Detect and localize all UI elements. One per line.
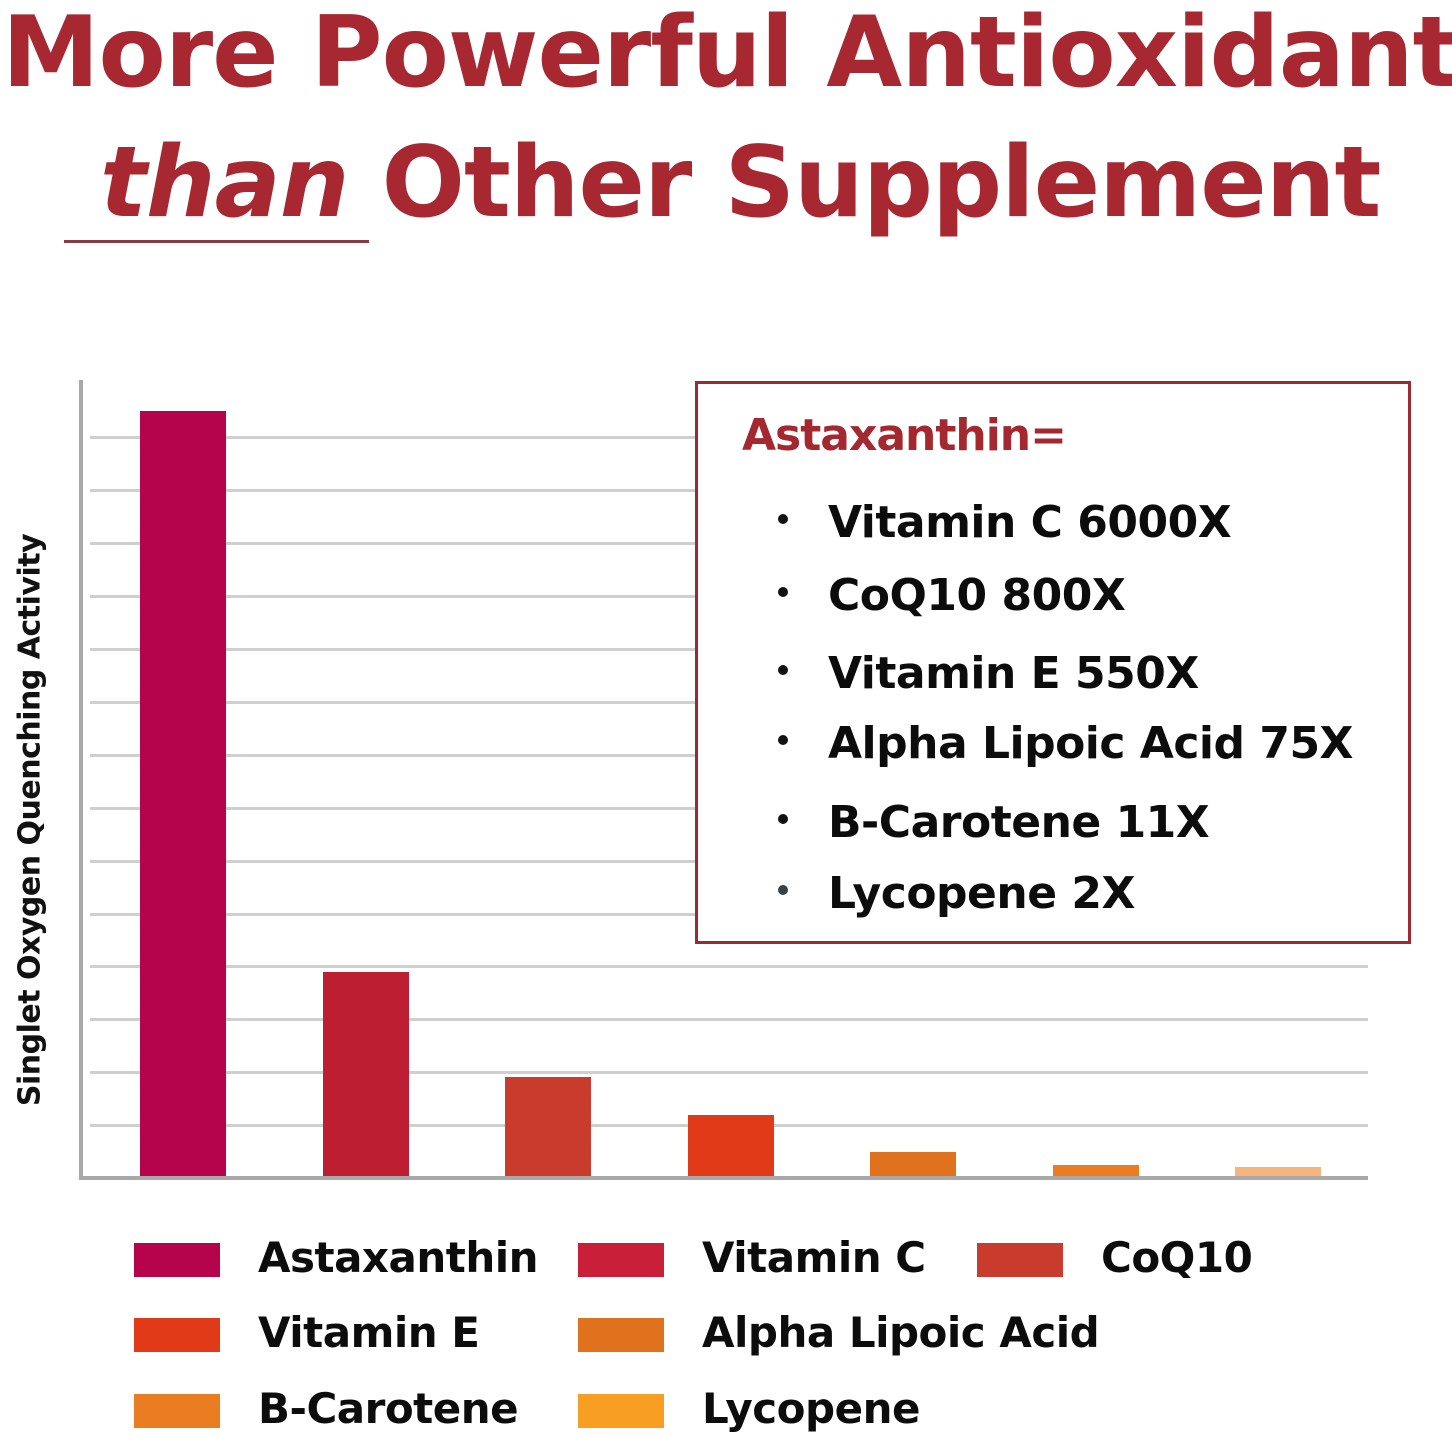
legend-label: Lycopene	[702, 1384, 920, 1433]
page-title-line-2: than Other Supplement	[100, 126, 1452, 240]
comparison-box: Astaxanthin= Vitamin C 6000X CoQ10 800X …	[695, 381, 1411, 944]
bullet-icon	[778, 665, 788, 675]
bar-b-carotene	[1052, 1164, 1139, 1178]
y-axis	[79, 380, 83, 1180]
legend-swatch	[134, 1243, 220, 1277]
bullet-icon	[778, 587, 788, 597]
bullet-icon	[778, 514, 788, 524]
bullet-icon	[778, 885, 788, 895]
bullet-icon	[778, 814, 788, 824]
legend-swatch	[134, 1318, 220, 1352]
legend-swatch	[578, 1394, 664, 1428]
comparison-item: CoQ10 800X	[778, 570, 1126, 621]
comparison-item-text: CoQ10 800X	[828, 570, 1126, 621]
comparison-item-text: Vitamin E 550X	[828, 648, 1199, 699]
title-underline	[64, 240, 369, 243]
bullet-icon	[778, 735, 788, 745]
page-title-line-1: More Powerful Antioxidant	[2, 0, 1452, 110]
x-axis	[79, 1176, 1368, 1180]
y-axis-label: Singlet Oxygen Quenching Activity	[12, 533, 48, 1107]
comparison-item-text: Lycopene 2X	[828, 868, 1135, 919]
comparison-item: Alpha Lipoic Acid 75X	[778, 718, 1353, 769]
legend-swatch	[578, 1243, 664, 1277]
comparison-item: Vitamin E 550X	[778, 648, 1199, 699]
comparison-item: B-Carotene 11X	[778, 797, 1210, 848]
legend-label: CoQ10	[1101, 1233, 1253, 1282]
legend-label: Vitamin E	[258, 1308, 480, 1357]
title-emphasis: than	[100, 126, 350, 240]
bar-alpha-lipoic-acid	[870, 1151, 956, 1178]
comparison-item-text: Alpha Lipoic Acid 75X	[828, 718, 1353, 769]
legend-label: Alpha Lipoic Acid	[702, 1308, 1100, 1357]
comparison-item: Vitamin C 6000X	[778, 497, 1232, 548]
bar-lycopene	[1235, 1167, 1321, 1178]
title-rest: Other Supplement	[348, 126, 1382, 240]
comparison-item-text: Vitamin C 6000X	[828, 497, 1232, 548]
comparison-item-text: B-Carotene 11X	[828, 797, 1210, 848]
comparison-item: Lycopene 2X	[778, 868, 1135, 919]
legend-label: B-Carotene	[258, 1384, 519, 1433]
gridline	[90, 965, 1368, 969]
legend-swatch	[578, 1318, 664, 1352]
legend-label: Vitamin C	[702, 1233, 926, 1282]
bar-vitamin-e	[687, 1114, 774, 1178]
gridline	[90, 1018, 1368, 1022]
gridline	[90, 1071, 1368, 1075]
bar-coq10	[505, 1077, 591, 1178]
legend-swatch	[134, 1394, 220, 1428]
bar-astaxanthin	[140, 410, 226, 1178]
bar-vitamin-c	[322, 971, 409, 1178]
comparison-box-title: Astaxanthin=	[742, 410, 1067, 461]
legend-label: Astaxanthin	[258, 1233, 539, 1282]
legend-swatch	[977, 1243, 1063, 1277]
